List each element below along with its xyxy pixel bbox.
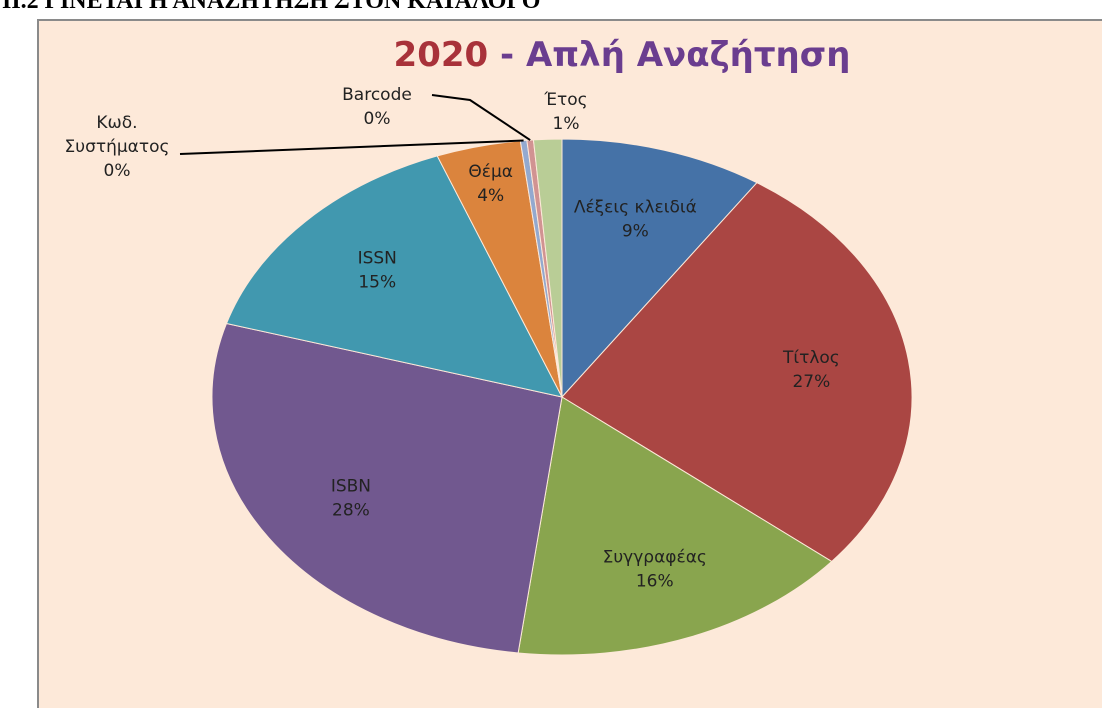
- pie-slice: [561, 138, 758, 399]
- slice-value-label: 0%: [104, 161, 131, 181]
- slice-label: Barcode: [342, 85, 412, 105]
- slice-value-label: 1%: [553, 114, 580, 134]
- slice-value-label: 28%: [332, 500, 370, 520]
- slice-value-label: 0%: [364, 109, 391, 129]
- slice-label: Λέξεις κλειδιά: [574, 197, 697, 217]
- slice-value-label: 9%: [622, 221, 649, 241]
- slice-label: Έτος: [543, 90, 587, 110]
- heading: II.2 ΓΙΝΕΤΑΙ Η ΑΝΑΖΗΤΗΣΗ ΣΤΟΝ ΚΑΤΑΛΟΓΟ: [2, 0, 541, 14]
- leader-line: [179, 139, 524, 155]
- slice-value-label: 15%: [358, 273, 396, 293]
- slice-label: Συγγραφέας: [603, 548, 707, 568]
- pie-slice: [561, 182, 913, 563]
- pie-slice: [211, 322, 563, 654]
- pie-slice: [225, 155, 563, 398]
- slice-value-label: 27%: [792, 372, 830, 392]
- pie-slice: [532, 138, 563, 398]
- slice-label: Τίτλος: [782, 348, 840, 368]
- pie-slice: [517, 396, 833, 656]
- chart-title: 2020 - Απλή Αναζήτηση: [394, 35, 851, 75]
- slice-label: Κωδ. Συστήματος: [65, 113, 170, 157]
- slice-value-label: 4%: [477, 186, 504, 206]
- slice-label: ISBN: [331, 476, 371, 496]
- leader-line: [431, 94, 531, 141]
- slice-label: Θέμα: [468, 162, 513, 182]
- slice-label: ISSN: [358, 249, 397, 269]
- slice-value-label: 16%: [636, 572, 674, 592]
